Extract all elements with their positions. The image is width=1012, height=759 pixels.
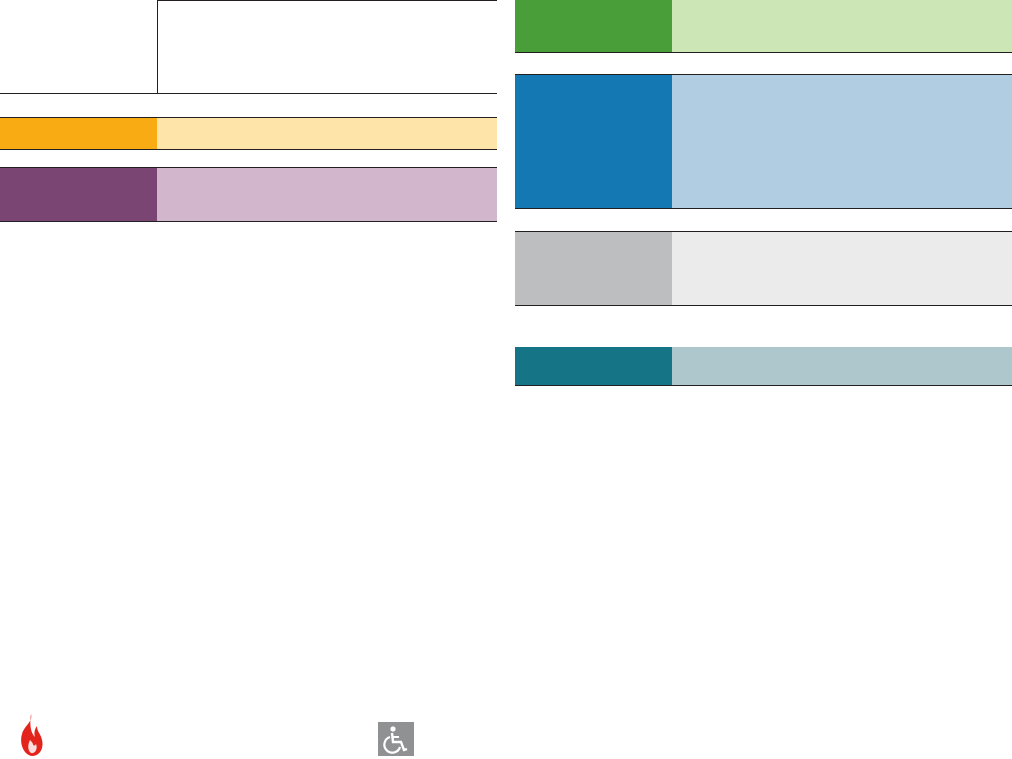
rule — [157, 0, 497, 1]
accessibility-icon — [378, 722, 414, 756]
panel-teal — [672, 347, 1012, 385]
panel-grey — [672, 232, 1012, 305]
rule — [515, 305, 1012, 306]
swatch-teal — [515, 347, 672, 385]
rule — [0, 221, 497, 222]
rule — [515, 208, 1012, 209]
swatch-orange — [0, 118, 157, 149]
swatch-purple — [0, 168, 157, 221]
panel-purple — [157, 168, 497, 221]
rule — [157, 0, 158, 93]
panel-green — [672, 0, 1012, 52]
panel-orange — [157, 118, 497, 149]
rule — [515, 74, 1012, 75]
swatch-green — [515, 0, 672, 52]
rule — [515, 385, 1012, 386]
fire-icon — [21, 714, 43, 756]
rule — [515, 231, 1012, 232]
rule — [0, 149, 497, 150]
rule — [0, 167, 497, 168]
rule — [515, 52, 1012, 53]
swatch-blue — [515, 75, 672, 208]
swatch-grey — [515, 232, 672, 305]
panel-blue — [672, 75, 1012, 208]
rule — [0, 93, 497, 94]
rule — [0, 117, 497, 118]
